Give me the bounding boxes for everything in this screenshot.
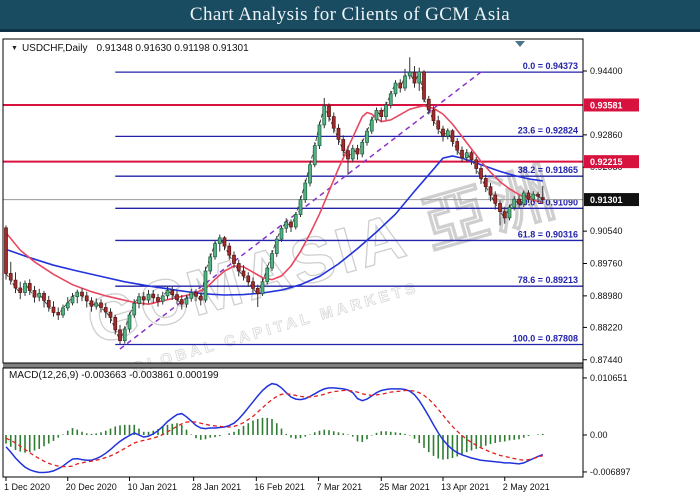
date-tick-label: 10 Jan 2021 [128, 482, 178, 492]
date-tick-label: 13 Apr 2021 [441, 482, 490, 492]
fib-label: 50.0 = 0.91090 [518, 197, 578, 207]
price-tick-label: 0.87440 [590, 355, 623, 365]
price-badge-label: 0.93581 [590, 100, 623, 110]
date-tick-label: 2 May 2021 [503, 482, 550, 492]
macd-label: MACD(12,26,9) -0.003663 -0.003861 0.0001… [9, 370, 219, 381]
price-tick-label: 0.88980 [590, 291, 623, 301]
price-axis[interactable]: 0.944000.928600.920800.905400.897600.889… [583, 66, 639, 365]
date-tick-label: 16 Feb 2021 [254, 482, 305, 492]
date-axis[interactable]: 1 Dec 2020 20 Dec 2020 10 Jan 2021 28 Jan 2… [4, 477, 550, 492]
symbol-ohlc: 0.91348 0.91630 0.91198 0.91301 [96, 43, 249, 54]
macd-axis[interactable]: 0.010651 0.00 -0.006897 [583, 373, 631, 477]
price-tick-label: 0.90540 [590, 226, 623, 236]
date-tick-label: 25 Mar 2021 [379, 482, 430, 492]
symbol-name: USDCHF,Daily [21, 43, 88, 54]
price-badge-label: 0.92215 [590, 157, 623, 167]
fib-label: 38.2 = 0.91865 [518, 165, 578, 175]
macd-line [5, 382, 544, 474]
fib-label: 0.0 = 0.94373 [523, 61, 578, 71]
title-bar: Chart Analysis for Clients of GCM Asia [0, 0, 700, 32]
fib-label: 78.6 = 0.89213 [518, 275, 578, 285]
price-badge [584, 193, 639, 207]
symbol-dropdown-icon[interactable]: ▼ [11, 45, 18, 52]
ma-fast-line [5, 104, 544, 306]
fib-label: 100.0 = 0.87808 [513, 333, 578, 343]
watermark-brand: GCMASIA 亞洲 [79, 155, 566, 358]
date-tick-label: 1 Dec 2020 [4, 482, 50, 492]
date-tick-label: 20 Dec 2020 [66, 482, 117, 492]
price-badge [584, 155, 639, 169]
symbol-header: ▼ USDCHF,Daily 0.91348 0.91630 0.91198 0.9… [11, 43, 249, 54]
macd-tick-label: 0.00 [590, 430, 608, 440]
resistance-lines[interactable] [3, 103, 583, 163]
price-tick-label: 0.88220 [590, 322, 623, 332]
macd-pane [5, 382, 544, 474]
page-title: Chart Analysis for Clients of GCM Asia [189, 4, 511, 25]
date-tick-label: 28 Jan 2021 [192, 482, 242, 492]
fib-label: 61.8 = 0.90316 [518, 229, 578, 239]
macd-tick-label: -0.006897 [590, 467, 631, 477]
fib-label: 23.6 = 0.92824 [518, 125, 578, 135]
price-tick-label: 0.89760 [590, 259, 623, 269]
macd-signal-line [5, 389, 543, 468]
macd-tick-label: 0.010651 [590, 373, 628, 383]
macd-indicator-header: MACD(12,26,9) -0.003663 -0.003861 0.0001… [9, 370, 219, 381]
price-tick-label: 0.92860 [590, 130, 623, 140]
scroll-to-end-icon[interactable] [515, 41, 525, 47]
price-badge-label: 0.91301 [590, 195, 623, 205]
candles-layer [4, 57, 545, 345]
date-tick-label: 7 Mar 2021 [317, 482, 363, 492]
price-badge [584, 98, 639, 112]
price-tick-label: 0.94400 [590, 66, 623, 76]
pane-separator[interactable] [3, 363, 583, 368]
